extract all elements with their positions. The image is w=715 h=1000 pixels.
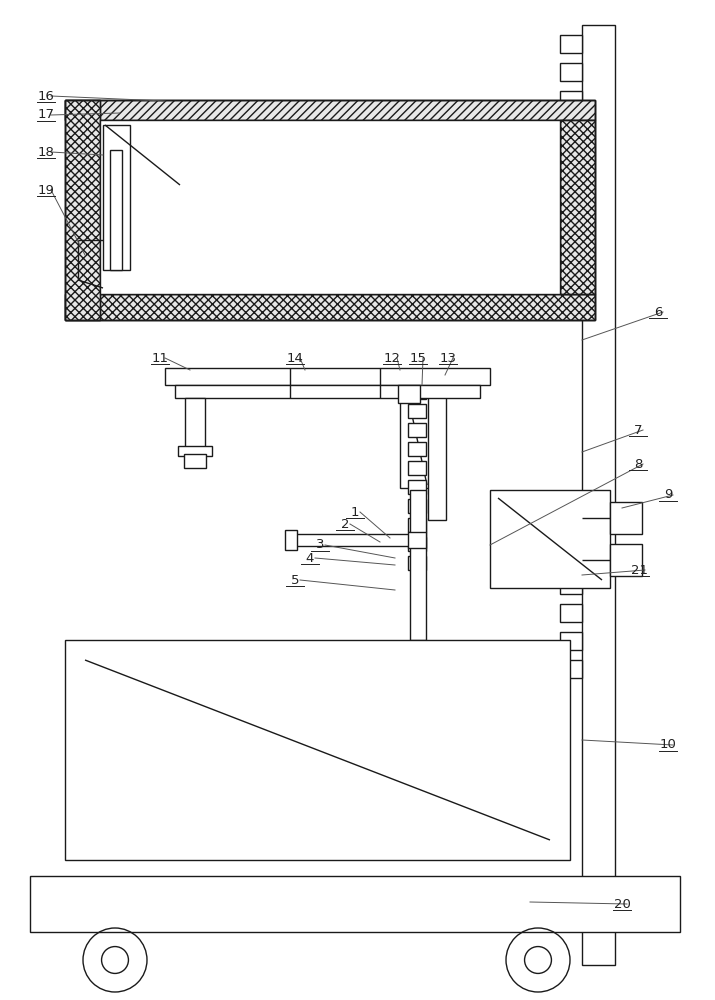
- Bar: [560, 203, 582, 221]
- Bar: [560, 175, 582, 193]
- Bar: [408, 556, 426, 570]
- Bar: [165, 368, 490, 385]
- Bar: [408, 537, 426, 551]
- Bar: [65, 640, 570, 860]
- Bar: [400, 370, 430, 488]
- Bar: [408, 442, 426, 456]
- Bar: [560, 63, 582, 81]
- Bar: [295, 534, 410, 546]
- Bar: [408, 480, 426, 494]
- Bar: [184, 454, 206, 468]
- Bar: [285, 530, 297, 550]
- Bar: [65, 294, 595, 320]
- Bar: [65, 294, 595, 320]
- Bar: [560, 259, 582, 277]
- Bar: [560, 120, 595, 294]
- Bar: [582, 25, 615, 965]
- Bar: [175, 385, 480, 398]
- Text: 17: 17: [37, 108, 54, 121]
- Text: 13: 13: [440, 352, 456, 364]
- Bar: [408, 404, 426, 418]
- Bar: [560, 576, 582, 594]
- Text: 5: 5: [291, 574, 300, 586]
- Bar: [560, 120, 595, 294]
- Bar: [408, 385, 426, 399]
- Bar: [408, 461, 426, 475]
- Bar: [560, 604, 582, 622]
- Bar: [408, 423, 426, 437]
- Bar: [560, 287, 582, 305]
- Text: 8: 8: [633, 458, 642, 471]
- Bar: [560, 548, 582, 566]
- Bar: [103, 125, 130, 270]
- Bar: [560, 520, 582, 538]
- Bar: [428, 370, 446, 520]
- Bar: [185, 398, 205, 448]
- Text: 1: 1: [351, 506, 359, 518]
- Text: 9: 9: [664, 488, 672, 502]
- Text: 2: 2: [341, 518, 349, 530]
- Bar: [490, 490, 610, 588]
- Bar: [560, 91, 582, 109]
- Bar: [65, 100, 100, 320]
- Text: 19: 19: [38, 184, 54, 196]
- Bar: [110, 150, 122, 270]
- Bar: [610, 544, 642, 576]
- Text: 18: 18: [38, 145, 54, 158]
- Bar: [560, 660, 582, 678]
- Bar: [398, 385, 420, 403]
- Text: 11: 11: [152, 352, 169, 364]
- Bar: [560, 632, 582, 650]
- Bar: [408, 518, 426, 532]
- Bar: [65, 100, 100, 320]
- Bar: [100, 120, 560, 294]
- Bar: [560, 35, 582, 53]
- Bar: [65, 100, 595, 120]
- Text: 21: 21: [631, 564, 649, 576]
- Bar: [560, 119, 582, 137]
- Text: 6: 6: [654, 306, 662, 318]
- Bar: [65, 100, 595, 320]
- Bar: [178, 446, 212, 456]
- Text: 20: 20: [613, 898, 631, 910]
- Bar: [408, 532, 426, 548]
- Text: 16: 16: [38, 90, 54, 103]
- Bar: [610, 502, 642, 534]
- Bar: [560, 231, 582, 249]
- Text: 7: 7: [633, 424, 642, 436]
- Bar: [408, 499, 426, 513]
- Text: 14: 14: [287, 352, 303, 364]
- Text: 4: 4: [306, 552, 314, 564]
- Text: 10: 10: [659, 738, 676, 752]
- Bar: [410, 490, 426, 640]
- Bar: [560, 147, 582, 165]
- Text: 12: 12: [383, 352, 400, 364]
- Bar: [30, 876, 680, 932]
- Text: 15: 15: [410, 352, 427, 364]
- Text: 3: 3: [316, 538, 324, 552]
- Bar: [65, 100, 595, 120]
